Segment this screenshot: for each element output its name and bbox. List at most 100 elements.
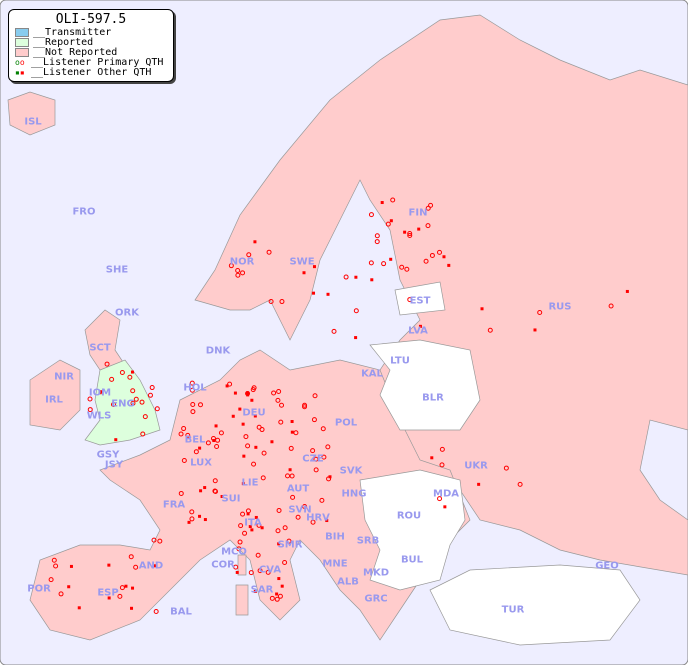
listener-primary-marker [193,449,199,455]
listener-other-marker [198,446,202,450]
listener-other-marker [443,505,447,509]
listener-primary-marker [190,409,196,415]
country-label: LTU [390,355,410,367]
listener-other-marker [389,257,393,261]
listener-primary-marker [178,431,184,437]
country-label: FRO [72,206,96,218]
listener-primary-marker [58,591,64,597]
listener-primary-marker [425,223,431,229]
land-england-reported [84,359,161,446]
listener-other-marker [403,230,407,234]
country-label: EST [409,295,431,307]
listener-primary-marker [374,239,380,245]
listener-other-marker [235,570,239,574]
country-label: FIN [408,207,428,219]
listener-primary-marker [313,456,319,462]
listener-other-marker [131,586,135,590]
listener-other-marker [253,589,257,593]
listener-primary-marker [215,437,221,443]
listener-primary-marker [279,402,285,408]
legend-label: __Listener Other QTH [31,66,152,78]
legend: OLI-597.5 __Transmitter __Reported __Not… [8,9,174,82]
country-label: LVA [408,325,428,337]
listener-other-marker [250,398,254,402]
listener-primary-marker [282,525,288,531]
listener-primary-marker [87,407,93,413]
listener-primary-marker [189,387,195,393]
listener-primary-marker [290,494,296,500]
listener-primary-marker [139,399,145,405]
listener-other-marker [389,219,393,223]
country-label: KAL [361,368,383,380]
country-label: HRV [306,512,330,524]
country-label: MCO [221,546,247,558]
country-label: ITA [244,517,262,529]
land-tur [429,564,641,646]
listener-other-marker [312,291,316,295]
country-label: CZE [302,453,324,465]
listener-other-marker [277,542,281,546]
legend-label: __Listener Primary QTH [31,56,164,68]
listener-primary-marker [269,595,275,601]
listener-other-marker [277,577,281,581]
country-label: TUR [501,604,525,616]
listener-primary-marker [87,396,93,402]
country-label: AND [138,560,164,572]
listener-primary-marker [133,396,139,402]
circle-marker-icon: oo [15,57,25,67]
listener-other-marker [625,289,629,293]
listener-primary-marker [181,458,187,464]
listener-primary-marker [288,445,294,451]
listener-primary-marker [140,431,146,437]
listener-primary-marker [381,261,387,267]
country-label: NIR [54,371,74,383]
legend-label: __Transmitter [33,26,112,38]
listener-other-marker [203,486,207,490]
country-label: HOL [183,382,207,394]
listener-other-marker [312,265,316,269]
listener-primary-marker [178,490,184,496]
listener-primary-marker [407,232,413,238]
listener-primary-marker [212,488,218,494]
country-label: ISL [24,116,42,128]
country-label: ESP [97,587,119,599]
listener-other-marker [325,519,329,523]
country-label: POR [27,583,51,595]
listener-primary-marker [190,401,196,407]
listener-primary-marker [212,478,218,484]
country-label: LIE [241,477,259,489]
listener-other-marker [233,391,237,395]
listener-primary-marker [428,202,434,208]
country-label: BUL [400,554,424,566]
listener-primary-marker [439,446,445,452]
listener-other-marker [246,393,250,397]
country-label: SAR [250,584,274,596]
listener-other-marker [130,370,134,374]
listener-primary-marker [238,523,244,529]
listener-primary-marker [331,328,337,334]
country-label: IRL [45,394,63,406]
listener-primary-marker [368,260,374,266]
listener-primary-marker [48,577,54,583]
listener-other-marker [241,422,245,426]
listener-primary-marker [268,299,274,305]
country-label: GEO [595,560,619,572]
listener-primary-marker [517,481,523,487]
square-marker-icon: ▪▪ [15,67,25,77]
listener-primary-marker [256,522,262,528]
listener-other-marker [248,525,252,529]
listener-other-marker [253,240,257,244]
listener-primary-marker [285,473,291,479]
legend-label: __Reported [33,36,94,48]
listener-other-marker [418,324,422,328]
listener-primary-marker [279,299,285,305]
listener-primary-marker [245,443,251,449]
listener-primary-marker [127,374,133,380]
country-label: JSY [104,459,124,471]
legend-primary-qth: oo __Listener Primary QTH [15,56,173,68]
listener-other-marker [254,515,258,519]
land-iceland [7,91,56,136]
listener-other-marker [290,430,294,434]
listener-primary-marker [325,444,331,450]
country-label: GRC [364,593,388,605]
